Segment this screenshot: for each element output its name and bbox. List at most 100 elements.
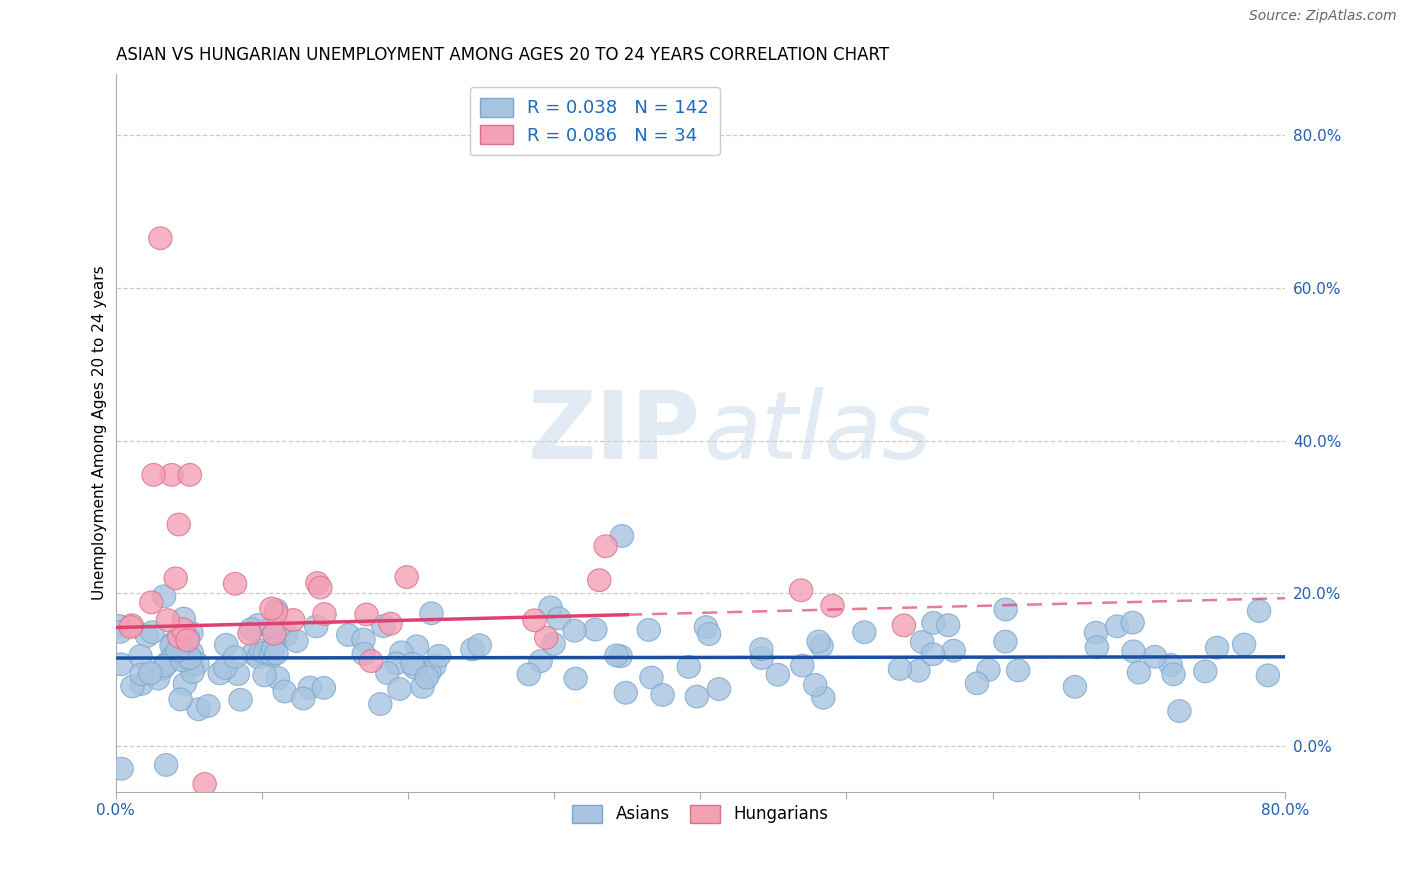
Ellipse shape (180, 622, 202, 644)
Ellipse shape (420, 602, 443, 624)
Ellipse shape (153, 655, 177, 677)
Ellipse shape (149, 227, 172, 250)
Ellipse shape (166, 640, 190, 662)
Ellipse shape (260, 646, 283, 668)
Ellipse shape (821, 594, 844, 617)
Ellipse shape (162, 646, 184, 669)
Ellipse shape (131, 663, 153, 686)
Ellipse shape (224, 646, 246, 668)
Ellipse shape (179, 647, 201, 670)
Ellipse shape (352, 642, 375, 665)
Ellipse shape (108, 621, 132, 643)
Ellipse shape (180, 641, 204, 665)
Ellipse shape (260, 616, 284, 639)
Ellipse shape (160, 634, 183, 657)
Ellipse shape (395, 566, 419, 589)
Ellipse shape (156, 609, 180, 632)
Ellipse shape (172, 617, 194, 640)
Ellipse shape (547, 607, 571, 630)
Ellipse shape (156, 651, 180, 673)
Ellipse shape (685, 685, 709, 708)
Ellipse shape (146, 667, 170, 690)
Ellipse shape (385, 652, 408, 674)
Ellipse shape (1168, 699, 1191, 723)
Ellipse shape (239, 618, 263, 640)
Ellipse shape (1194, 660, 1218, 682)
Ellipse shape (121, 675, 145, 698)
Ellipse shape (167, 513, 190, 536)
Ellipse shape (564, 667, 588, 690)
Ellipse shape (562, 619, 586, 642)
Ellipse shape (173, 632, 197, 655)
Ellipse shape (208, 662, 232, 685)
Ellipse shape (229, 689, 252, 711)
Ellipse shape (614, 681, 637, 704)
Ellipse shape (468, 634, 492, 657)
Text: ZIP: ZIP (527, 387, 700, 479)
Ellipse shape (150, 657, 174, 681)
Ellipse shape (139, 662, 162, 685)
Ellipse shape (246, 646, 270, 669)
Ellipse shape (308, 576, 332, 599)
Ellipse shape (264, 601, 288, 624)
Ellipse shape (1143, 646, 1167, 668)
Ellipse shape (942, 640, 966, 662)
Ellipse shape (697, 623, 721, 646)
Ellipse shape (766, 664, 790, 686)
Text: Source: ZipAtlas.com: Source: ZipAtlas.com (1249, 9, 1396, 23)
Ellipse shape (238, 622, 262, 645)
Ellipse shape (142, 464, 166, 486)
Ellipse shape (266, 624, 290, 646)
Ellipse shape (804, 673, 827, 697)
Ellipse shape (852, 621, 876, 644)
Ellipse shape (262, 637, 285, 660)
Ellipse shape (749, 638, 773, 660)
Ellipse shape (305, 572, 329, 594)
Ellipse shape (911, 631, 934, 653)
Ellipse shape (187, 698, 211, 721)
Ellipse shape (678, 656, 700, 678)
Ellipse shape (609, 645, 633, 668)
Ellipse shape (1128, 661, 1150, 684)
Ellipse shape (427, 644, 451, 667)
Ellipse shape (401, 652, 425, 675)
Y-axis label: Unemployment Among Ages 20 to 24 years: Unemployment Among Ages 20 to 24 years (93, 266, 107, 600)
Ellipse shape (994, 631, 1017, 653)
Ellipse shape (197, 695, 219, 717)
Text: ASIAN VS HUNGARIAN UNEMPLOYMENT AMONG AGES 20 TO 24 YEARS CORRELATION CHART: ASIAN VS HUNGARIAN UNEMPLOYMENT AMONG AG… (115, 46, 889, 64)
Ellipse shape (404, 657, 426, 679)
Ellipse shape (966, 672, 988, 695)
Ellipse shape (110, 653, 132, 676)
Ellipse shape (415, 666, 439, 689)
Ellipse shape (811, 686, 835, 709)
Ellipse shape (1084, 622, 1108, 644)
Ellipse shape (529, 649, 553, 673)
Ellipse shape (1256, 664, 1279, 687)
Ellipse shape (423, 655, 446, 677)
Ellipse shape (977, 658, 1000, 681)
Ellipse shape (274, 624, 298, 647)
Ellipse shape (253, 664, 276, 687)
Ellipse shape (994, 598, 1018, 621)
Ellipse shape (1159, 654, 1182, 676)
Ellipse shape (893, 614, 915, 637)
Ellipse shape (810, 634, 834, 657)
Ellipse shape (790, 654, 814, 677)
Ellipse shape (176, 627, 200, 650)
Ellipse shape (707, 678, 731, 700)
Ellipse shape (1085, 636, 1108, 658)
Ellipse shape (179, 464, 201, 486)
Ellipse shape (266, 666, 290, 690)
Ellipse shape (281, 608, 305, 632)
Ellipse shape (375, 662, 399, 684)
Ellipse shape (181, 661, 204, 683)
Ellipse shape (214, 657, 238, 680)
Ellipse shape (418, 661, 441, 684)
Ellipse shape (354, 603, 378, 626)
Ellipse shape (889, 657, 911, 681)
Ellipse shape (256, 643, 278, 665)
Ellipse shape (193, 772, 217, 796)
Ellipse shape (1161, 663, 1185, 686)
Ellipse shape (461, 638, 484, 661)
Ellipse shape (107, 615, 131, 638)
